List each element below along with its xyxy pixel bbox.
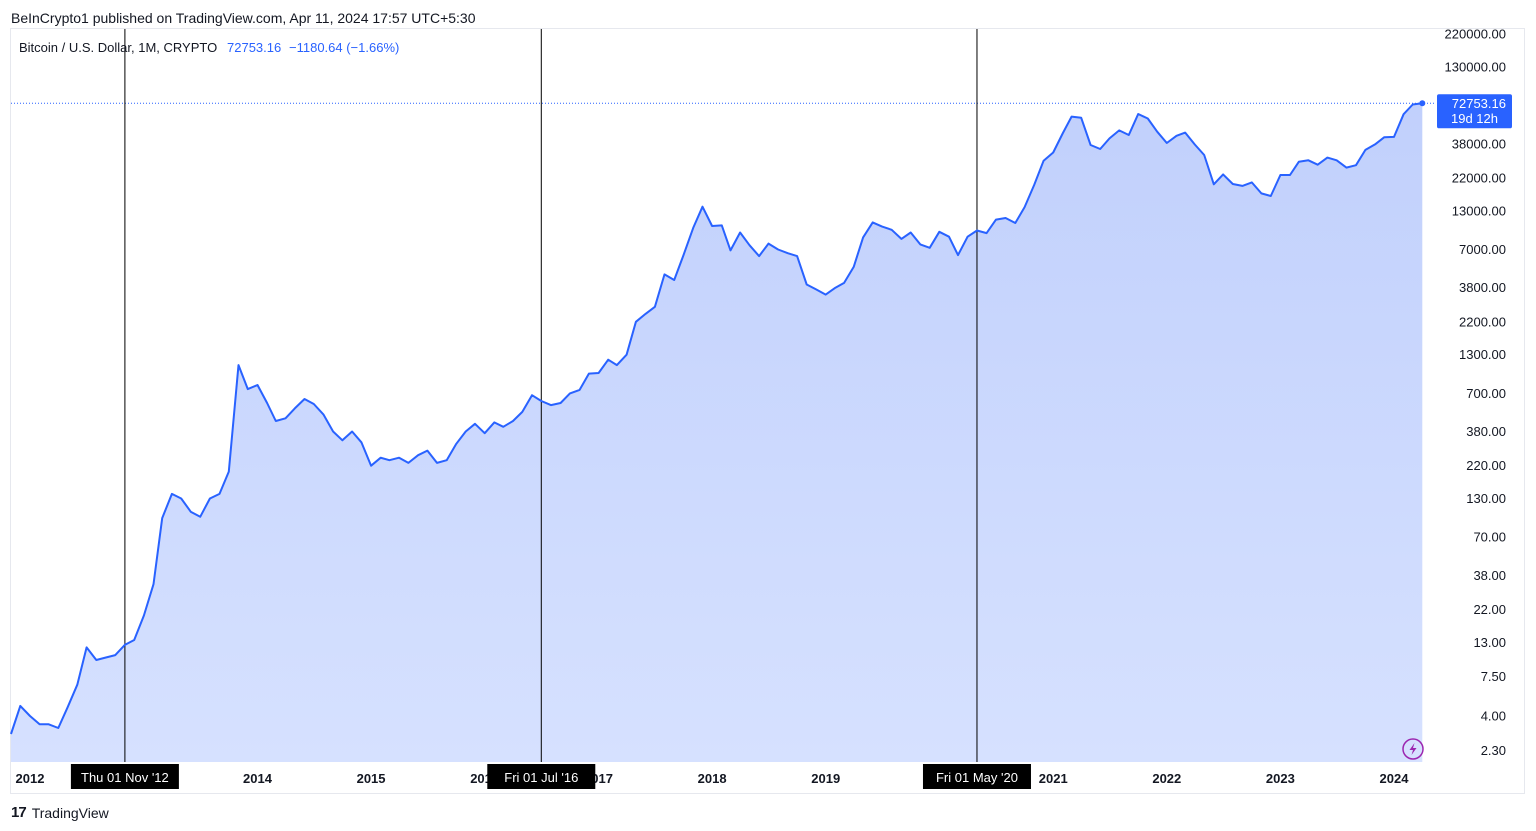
last-price-point — [1419, 100, 1426, 107]
y-tick-label: 2200.00 — [1459, 314, 1506, 329]
y-tick-label: 38000.00 — [1452, 136, 1506, 151]
x-tick-label: 2023 — [1266, 771, 1295, 786]
y-tick-label: 13.00 — [1473, 635, 1506, 650]
chart-frame — [10, 28, 1525, 794]
x-tick-label: 2015 — [357, 771, 386, 786]
y-tick-label: 130.00 — [1466, 491, 1506, 506]
legend-last-value: 72753.16 — [227, 40, 281, 55]
y-tick-label: 7000.00 — [1459, 242, 1506, 257]
marker-date-label: Fri 01 May '20 — [936, 770, 1018, 785]
marker-date-label: Thu 01 Nov '12 — [81, 770, 169, 785]
y-tick-label: 4.00 — [1481, 709, 1506, 724]
footer-brand[interactable]: 17 TradingView — [11, 804, 109, 821]
y-tick-label: 2.30 — [1481, 743, 1506, 758]
y-tick-label: 22000.00 — [1452, 171, 1506, 186]
last-price-tag-value: 72753.16 — [1452, 96, 1506, 111]
publisher-header: BeInCrypto1 published on TradingView.com… — [11, 10, 476, 26]
legend-change: −1180.64 (−1.66%) — [289, 40, 399, 55]
lightning-icon[interactable] — [1402, 738, 1424, 760]
x-tick-label: 2021 — [1039, 771, 1068, 786]
x-tick-label: 2018 — [698, 771, 727, 786]
y-tick-label: 38.00 — [1473, 568, 1506, 583]
y-tick-label: 7.50 — [1481, 669, 1506, 684]
x-tick-label: 2014 — [243, 771, 273, 786]
x-tick-label: 2022 — [1152, 771, 1181, 786]
y-tick-label: 22.00 — [1473, 602, 1506, 617]
x-tick-label: 2012 — [16, 771, 45, 786]
legend: Bitcoin / U.S. Dollar, 1M, CRYPTO 72753.… — [19, 40, 399, 55]
marker-date-box — [922, 764, 1031, 789]
x-tick-label: 2024 — [1380, 771, 1410, 786]
y-tick-label: 220000.00 — [1445, 27, 1506, 42]
y-tick-label: 70.00 — [1473, 530, 1506, 545]
brand-name: TradingView — [31, 804, 109, 821]
y-tick-label: 130000.00 — [1445, 60, 1506, 75]
candle-countdown: 19d 12h — [1451, 111, 1498, 126]
legend-symbol: Bitcoin / U.S. Dollar, 1M, CRYPTO — [19, 40, 217, 55]
y-tick-label: 3800.00 — [1459, 280, 1506, 295]
x-tick-label: 2019 — [811, 771, 840, 786]
marker-date-box — [487, 764, 596, 789]
price-area — [11, 103, 1423, 763]
price-line — [10, 102, 1423, 735]
marker-date-box — [70, 764, 179, 789]
y-tick-label: 13000.00 — [1452, 203, 1506, 218]
y-tick-label: 380.00 — [1466, 424, 1506, 439]
y-tick-label: 220.00 — [1466, 458, 1506, 473]
y-tick-label: 700.00 — [1466, 386, 1506, 401]
marker-date-label: Fri 01 Jul '16 — [504, 770, 578, 785]
tradingview-logo-icon: 17 — [11, 804, 27, 821]
y-tick-label: 1300.00 — [1459, 347, 1506, 362]
last-price-tag — [1437, 94, 1512, 129]
